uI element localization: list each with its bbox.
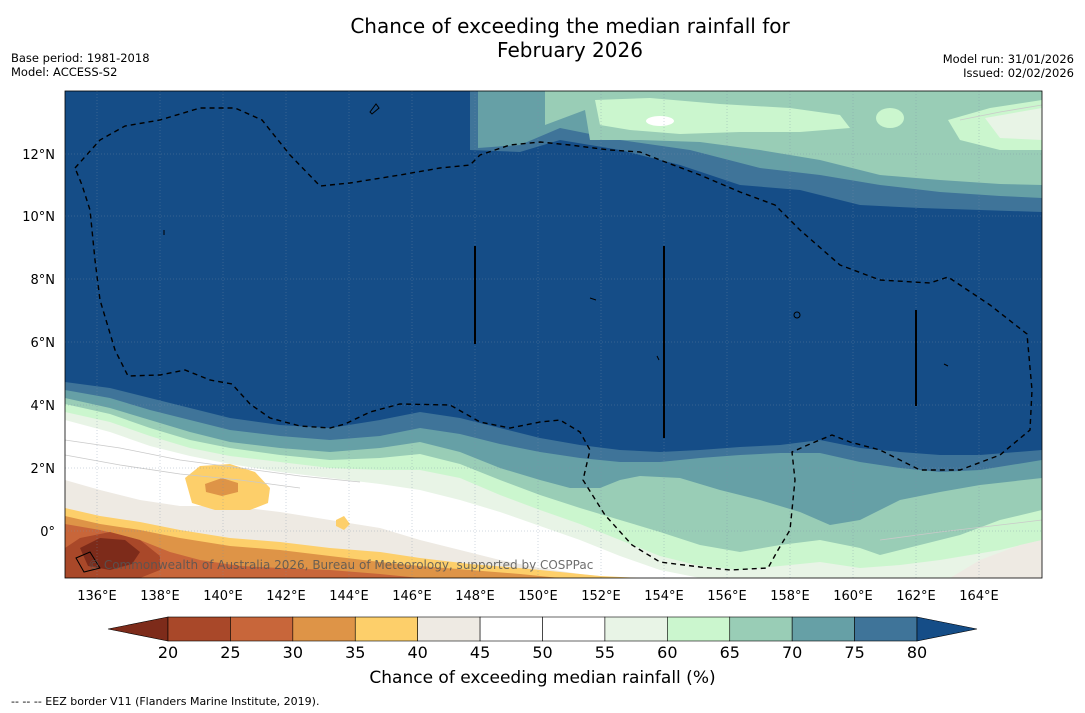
lon-tick-142E: 142°E <box>266 589 306 604</box>
fine-contours <box>65 104 1042 541</box>
colorbar-cell <box>791 616 855 642</box>
cb-tick: 50 <box>532 643 552 662</box>
lat-tick-0: 0° <box>40 525 55 540</box>
colorbar-cell <box>417 616 481 642</box>
colorbar-title: Chance of exceeding median rainfall (%) <box>369 668 716 688</box>
lat-tick-10N: 10°N <box>22 210 55 225</box>
colorbar-cell <box>292 616 356 642</box>
lon-tick-136E: 136°E <box>77 589 117 604</box>
band-30-35-patch <box>205 478 238 496</box>
colorbar-cell <box>854 616 918 642</box>
cb-tick: 65 <box>720 643 740 662</box>
meta-right: Model run: 31/01/2026 Issued: 02/02/2026 <box>943 52 1074 80</box>
colorbar-cell <box>354 616 418 642</box>
meta-left: Base period: 1981-2018 Model: ACCESS-S2 <box>11 51 150 79</box>
lon-tick-labels: 136°E 138°E 140°E 142°E 144°E 146°E 148°… <box>77 589 999 604</box>
band-70-north-patch <box>876 108 904 128</box>
cb-tick: 80 <box>907 643 927 662</box>
issued-date: Issued: 02/02/2026 <box>963 66 1074 80</box>
map-credit: © Commonwealth of Australia 2026, Bureau… <box>88 558 594 572</box>
colorbar-tick-labels: 20 25 30 35 40 45 50 55 60 65 70 75 80 <box>158 643 927 662</box>
model-name: Model: ACCESS-S2 <box>11 65 118 79</box>
lon-tick-152E: 152°E <box>581 589 621 604</box>
eez-border <box>74 107 1033 571</box>
lon-tick-158E: 158°E <box>770 589 810 604</box>
lon-tick-144E: 144°E <box>329 589 369 604</box>
cb-tick: 55 <box>595 643 615 662</box>
colorbar-extend-above <box>916 616 978 642</box>
lon-tick-162E: 162°E <box>896 589 936 604</box>
map-frame <box>64 90 1043 579</box>
base-period: Base period: 1981-2018 <box>11 51 150 65</box>
colorbar-cell <box>604 616 668 642</box>
cb-tick: 20 <box>158 643 178 662</box>
lon-tick-146E: 146°E <box>392 589 432 604</box>
colorbar: 20 25 30 35 40 45 50 55 60 65 70 75 80 <box>107 616 978 662</box>
band-below-20-south <box>80 538 140 570</box>
lon-tick-148E: 148°E <box>455 589 495 604</box>
cb-tick: 45 <box>470 643 490 662</box>
colorbar-cell <box>729 616 793 642</box>
lon-tick-138E: 138°E <box>140 589 180 604</box>
lat-tick-4N: 4°N <box>31 399 56 414</box>
cb-tick: 60 <box>657 643 677 662</box>
lat-tick-12N: 12°N <box>22 148 55 163</box>
lat-tick-8N: 8°N <box>31 273 56 288</box>
band-35-small-patch <box>336 516 350 530</box>
lon-tick-160E: 160°E <box>833 589 873 604</box>
lon-tick-154E: 154°E <box>644 589 684 604</box>
colorbar-cell <box>542 616 606 642</box>
band-55-60-north-east <box>985 108 1042 140</box>
colorbar-cell <box>667 616 731 642</box>
islands <box>75 103 949 573</box>
cb-tick: 25 <box>220 643 240 662</box>
band-55-north-patch <box>646 116 674 126</box>
colorbar-cell <box>167 616 231 642</box>
colorbar-cell <box>230 616 294 642</box>
lat-tick-6N: 6°N <box>31 336 56 351</box>
cb-tick: 40 <box>407 643 427 662</box>
band-40-45-east <box>950 540 1042 578</box>
lon-tick-156E: 156°E <box>707 589 747 604</box>
title-line-1: Chance of exceeding the median rainfall … <box>350 14 790 38</box>
title-line-2: February 2026 <box>497 38 643 62</box>
colorbar-cell <box>479 616 543 642</box>
lon-tick-140E: 140°E <box>203 589 243 604</box>
lat-tick-labels: 12°N 10°N 8°N 6°N 4°N 2°N 0° <box>22 148 55 540</box>
lon-tick-164E: 164°E <box>959 589 999 604</box>
lon-tick-150E: 150°E <box>518 589 558 604</box>
model-run: Model run: 31/01/2026 <box>942 52 1074 66</box>
colorbar-cells <box>167 616 918 642</box>
map-title: Chance of exceeding the median rainfall … <box>0 14 1085 62</box>
cb-tick: 30 <box>283 643 303 662</box>
colorbar-extend-below <box>107 616 169 642</box>
cb-tick: 35 <box>345 643 365 662</box>
cb-tick: 75 <box>844 643 864 662</box>
lat-tick-2N: 2°N <box>31 462 56 477</box>
gridlines <box>65 91 1042 578</box>
cb-tick: 70 <box>782 643 802 662</box>
map-field <box>65 91 1042 578</box>
eez-legend: -- -- -- EEZ border V11 (Flanders Marine… <box>11 695 320 708</box>
